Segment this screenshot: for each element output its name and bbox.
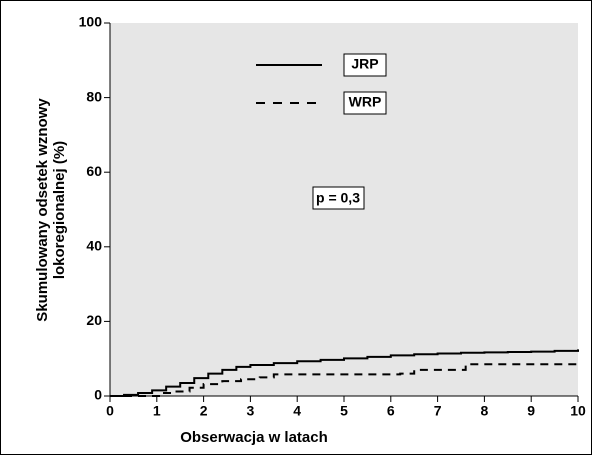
y-tick-label: 100 — [79, 14, 103, 30]
x-tick-label: 4 — [293, 403, 301, 419]
x-tick-label: 9 — [527, 403, 535, 419]
x-tick-label: 8 — [481, 403, 489, 419]
legend-box — [343, 53, 387, 77]
legend-label: JRP — [351, 56, 378, 72]
y-tick-label: 60 — [86, 163, 102, 179]
y-tick-label: 40 — [86, 238, 102, 254]
y-tick-label: 80 — [86, 88, 102, 104]
x-tick-label: 2 — [200, 403, 208, 419]
x-tick-label: 1 — [153, 403, 161, 419]
y-tick-label: 0 — [94, 387, 102, 403]
series-line — [110, 363, 578, 397]
x-tick-label: 0 — [106, 403, 114, 419]
legend-label: WRP — [349, 94, 382, 110]
x-tick-label: 5 — [340, 403, 348, 419]
annotation-box — [312, 186, 365, 210]
annotation: p = 0,3 — [316, 190, 360, 206]
x-tick-label: 3 — [247, 403, 255, 419]
y-tick-label: 20 — [86, 312, 102, 328]
x-axis-label: Obserwacja w latach — [180, 429, 328, 446]
series-line — [110, 349, 579, 397]
x-tick-label: 7 — [434, 403, 442, 419]
y-axis-label: Skumulowany odsetek wznowy — [34, 98, 51, 322]
y-axis-label: lokoregionalnej (%) — [51, 141, 68, 279]
x-tick-label: 10 — [570, 403, 586, 419]
x-tick-label: 6 — [387, 403, 395, 419]
legend-box — [343, 91, 387, 115]
